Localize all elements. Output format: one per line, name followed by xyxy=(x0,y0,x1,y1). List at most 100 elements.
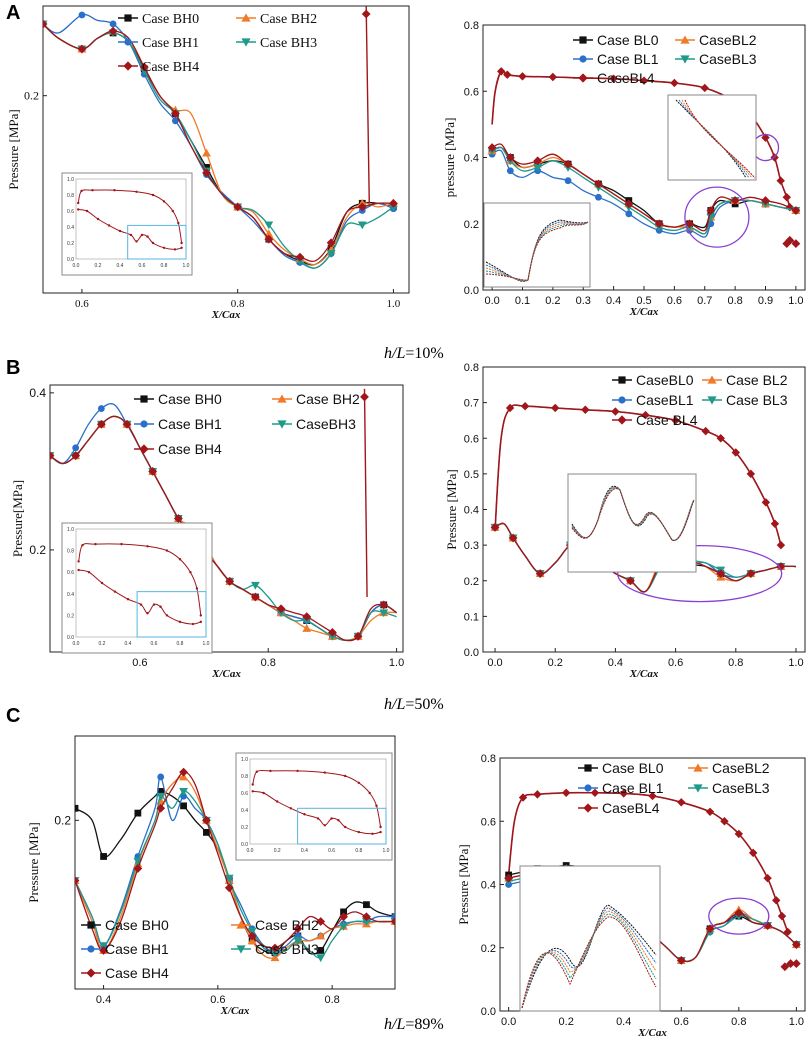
data-point-bh4 xyxy=(389,198,398,208)
inset-x-tick-label: 0.0 xyxy=(73,641,80,647)
x-tick-label: 1.0 xyxy=(389,657,404,669)
data-point-bh3 xyxy=(533,164,543,172)
y-tick-label: 0.4 xyxy=(464,153,479,165)
suction-point xyxy=(772,896,781,905)
x-axis-label: X/Cax xyxy=(629,306,659,318)
inset-point xyxy=(180,241,183,245)
data-point-bh4 xyxy=(50,451,55,461)
suction-point xyxy=(734,829,744,839)
plot-marks xyxy=(75,767,395,963)
legend: Case BH0 Case BH2 Case BH1 Case BH3 Case BH4 xyxy=(81,917,319,981)
inset-point xyxy=(77,201,80,205)
zoom-curve xyxy=(521,916,657,1009)
inset-point xyxy=(165,549,169,552)
x-tick-label: 0.2 xyxy=(559,1016,574,1028)
suction-point xyxy=(520,401,530,411)
x-tick-label: 0.1 xyxy=(515,295,530,307)
y-tick-label: 0.4 xyxy=(464,505,479,517)
inset-point xyxy=(371,832,374,835)
inset-point xyxy=(289,807,292,810)
data-point-bh4 xyxy=(316,917,326,926)
data-point-bh4 xyxy=(233,202,243,212)
inset-point xyxy=(77,568,80,572)
data-point-bh3 xyxy=(316,954,326,963)
suction-point xyxy=(761,133,770,142)
inset-point xyxy=(91,189,94,192)
inset-point xyxy=(323,771,326,774)
trailing-edge-point xyxy=(786,959,796,968)
data-point-bh0 xyxy=(180,802,187,810)
data-point-bh1 xyxy=(78,11,86,19)
data-point-bh2 xyxy=(302,624,312,632)
legend-label: CaseBL4 xyxy=(597,70,655,86)
data-point-bh4 xyxy=(791,940,801,949)
legend-marker xyxy=(707,375,717,384)
data-point-bh2 xyxy=(264,229,274,238)
suction-point xyxy=(705,807,715,816)
inset-y-tick-label: 0.4 xyxy=(241,808,248,814)
data-point-bh4 xyxy=(96,419,106,429)
data-point-bh4 xyxy=(148,466,158,476)
inset-x-tick-label: 0.4 xyxy=(301,848,308,854)
inset-point xyxy=(262,791,265,795)
data-point-bh0 xyxy=(340,908,347,916)
data-point-bh3 xyxy=(276,609,286,618)
suction-point xyxy=(731,448,740,457)
inset-curve xyxy=(252,770,382,828)
legend-label: Case BL1 xyxy=(597,51,659,67)
x-tick-label: 0.4 xyxy=(96,994,111,1006)
y-tick-label: 0.8 xyxy=(481,753,496,765)
legend-marker xyxy=(124,14,132,22)
inset-point xyxy=(251,783,254,786)
row-c-caption-var: h/L xyxy=(384,1016,406,1033)
legend-label: Case BH3 xyxy=(260,36,317,51)
data-point-bh4 xyxy=(763,921,772,931)
row-a-letter: A xyxy=(6,2,21,24)
x-tick-label: 0.9 xyxy=(758,295,773,307)
inset-curve xyxy=(77,189,183,244)
highlight-ellipse xyxy=(708,897,770,935)
legend-marker xyxy=(583,803,593,813)
x-tick-label: 0.6 xyxy=(667,295,682,307)
inset-point xyxy=(126,598,130,601)
inset-point xyxy=(159,605,162,608)
inset-y-tick-label: 1.0 xyxy=(67,177,74,183)
data-point-bh3 xyxy=(379,609,389,618)
trailing-edge-point xyxy=(780,962,790,972)
suction-point xyxy=(720,817,729,826)
legend-marker xyxy=(123,61,133,71)
inset-point xyxy=(152,603,156,606)
data-point-bh1 xyxy=(564,177,572,185)
inset-y-tick-label: 0.8 xyxy=(67,193,74,199)
inset-point xyxy=(379,830,382,834)
data-point-bh4 xyxy=(716,569,726,579)
y-tick-label: 0.7 xyxy=(464,398,479,410)
trailing-edge-point xyxy=(785,235,795,245)
inset-point xyxy=(113,590,117,593)
legend-label: CaseBL1 xyxy=(636,392,694,408)
inset-point xyxy=(344,825,347,829)
inset-point xyxy=(140,233,144,237)
inset-point xyxy=(344,774,347,778)
inset-y-tick-label: 1.0 xyxy=(67,527,74,533)
data-point-bh4 xyxy=(685,219,694,229)
legend-label: Case BH0 xyxy=(105,917,169,933)
data-point-bh3 xyxy=(224,874,234,883)
legend-marker xyxy=(707,396,717,405)
zoom-curve xyxy=(485,221,589,281)
data-point-bh4 xyxy=(202,168,211,178)
zoom-curve xyxy=(521,904,657,1009)
inset-y-tick-label: 0.2 xyxy=(241,825,248,831)
inset-point xyxy=(330,817,333,820)
legend-label: CaseBL3 xyxy=(712,780,770,796)
data-point-bh3 xyxy=(250,581,260,590)
row-c-caption: h/L=89% xyxy=(384,1016,444,1034)
legend-label: CaseBL2 xyxy=(699,32,757,48)
inset-zoom-box xyxy=(297,807,387,845)
inset-point xyxy=(139,603,143,606)
legend-label: CaseBL4 xyxy=(602,800,660,816)
x-tick-label: 0.6 xyxy=(75,298,89,310)
data-point-bh3 xyxy=(133,857,143,866)
y-tick-label: 0.8 xyxy=(464,20,479,32)
data-point-bh4 xyxy=(624,199,634,209)
